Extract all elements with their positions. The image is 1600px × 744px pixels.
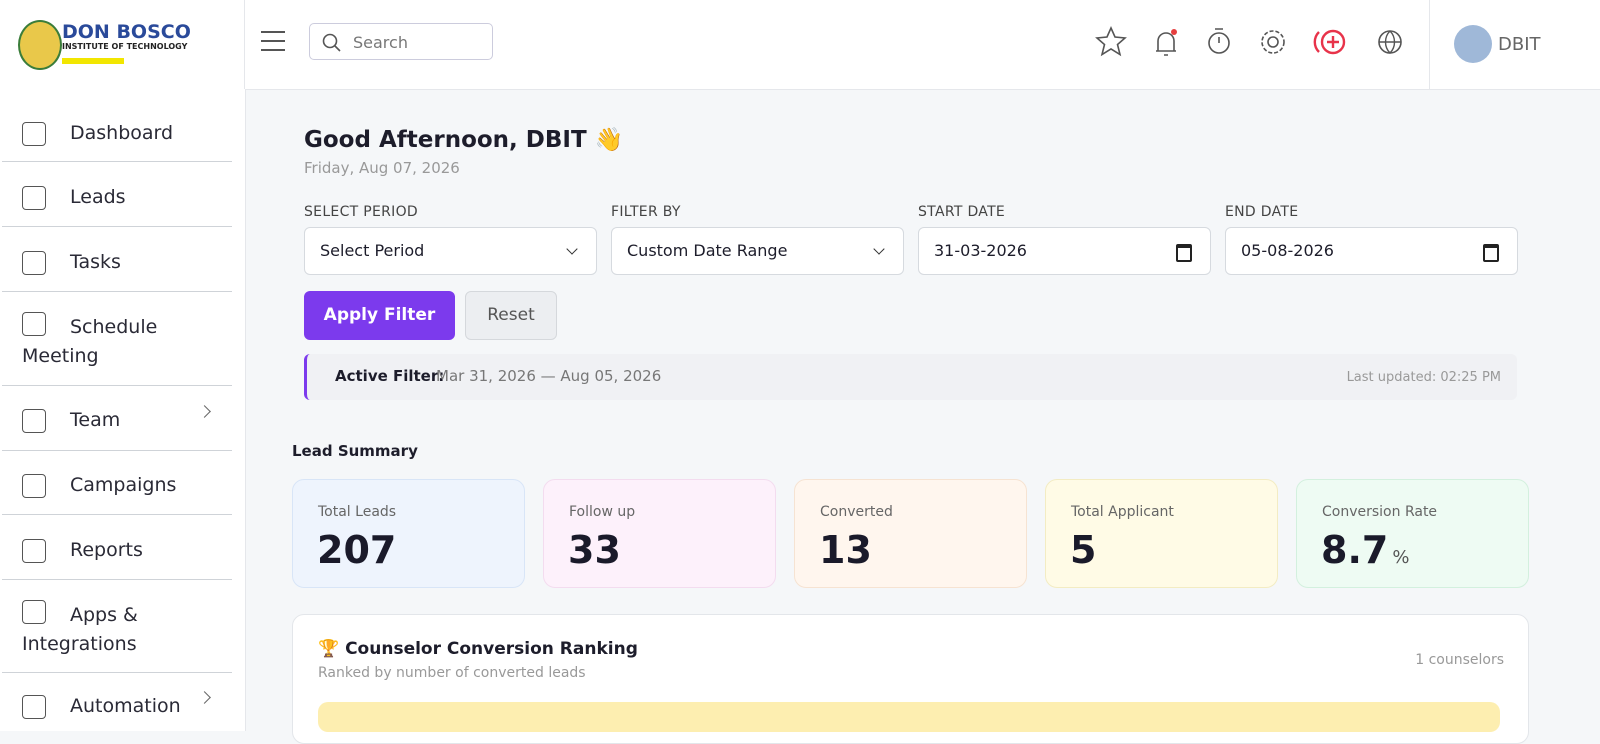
card-label: Follow up [569,504,636,520]
nav-item[interactable]: Team [70,409,121,431]
nav-separator [2,385,232,386]
active-filter-bar: Active Filter: Mar 31, 2026 — Aug 05, 20… [304,354,1517,400]
search-box[interactable]: Search [309,23,493,60]
search-icon [322,33,341,52]
greeting-title: Good Afternoon, DBIT 👋 [304,127,624,153]
nav-item[interactable]: Leads [70,186,126,208]
filter-label: END DATE [1225,204,1299,220]
card-label: Converted [820,504,893,520]
user-name[interactable]: DBIT [1498,34,1541,55]
nav-icon [22,312,46,336]
card-value: 8.7% [1321,528,1409,572]
card-label: Total Applicant [1071,504,1174,520]
nav-item[interactable]: Schedule Meeting [22,316,158,367]
nav-separator [2,450,232,451]
filter-value: Custom Date Range [627,241,788,260]
nav-separator [2,579,232,580]
filter-value: 05-08-2026 [1241,241,1334,260]
nav-item[interactable]: Automation [70,695,181,717]
active-filter-range: Mar 31, 2026 — Aug 05, 2026 [436,367,662,385]
ranking-count: 1 counselors [1415,652,1504,668]
nav-separator [2,291,232,292]
nav-icon [22,409,46,433]
search-placeholder: Search [353,33,408,52]
filter-label: START DATE [918,204,1006,220]
nav-separator [2,226,232,227]
filter-label: SELECT PERIOD [304,204,418,220]
dropdown-arrow [566,243,578,255]
active-filter-label: Active Filter: [335,367,445,385]
header-icons[interactable] [1095,25,1405,59]
ranking-subtitle: Ranked by number of converted leads [318,665,586,681]
filter-value: Select Period [320,241,425,260]
card-number: 5 [1070,528,1097,572]
nav-icon [22,251,46,275]
filter-input[interactable]: 05-08-2026 [1225,227,1518,275]
filter-input[interactable]: Select Period [304,227,597,275]
filter-input[interactable]: Custom Date Range [611,227,904,275]
ranking-panel: 🏆 Counselor Conversion Ranking Ranked by… [292,614,1529,744]
summary-card: Total Leads 207 [292,479,525,588]
summary-card: Follow up 33 [543,479,776,588]
nav-icon [22,122,46,146]
nav-icon [22,186,46,210]
divider [1429,0,1430,89]
nav-separator [2,672,232,673]
card-value: 13 [819,528,872,572]
card-unit: % [1392,547,1410,568]
logo-strip [62,58,124,64]
reset-button[interactable]: Reset [465,291,557,340]
top-bar: DON BOSCO INSTITUTE OF TECHNOLOGY Search… [0,0,1600,90]
filter-label: FILTER BY [611,204,681,220]
dropdown-arrow [873,243,885,255]
ranking-title: 🏆 Counselor Conversion Ranking [318,639,638,659]
calendar-icon [1483,244,1499,262]
card-value: 207 [317,528,396,572]
filter-input[interactable]: 31-03-2026 [918,227,1211,275]
menu-button[interactable] [260,30,286,52]
logo-title: DON BOSCO [62,21,191,43]
summary-title: Lead Summary [292,442,418,460]
nav-icon [22,600,46,624]
filter-value: 31-03-2026 [934,241,1027,260]
card-value: 33 [568,528,621,572]
nav-item[interactable]: Reports [70,539,143,561]
summary-card: Total Applicant 5 [1045,479,1278,588]
nav-icon [22,539,46,563]
apply-button[interactable]: Apply Filter [304,291,455,340]
greeting-date: Friday, Aug 07, 2026 [304,159,460,177]
sidebar: Dashboard Leads Tasks Schedule Meeting Team C… [0,89,246,731]
card-number: 13 [819,528,872,572]
logo-subtitle: INSTITUTE OF TECHNOLOGY [62,42,188,51]
nav-item[interactable]: Dashboard [70,122,174,144]
nav-separator [2,161,232,162]
nav-item[interactable]: Apps & Integrations [22,604,138,655]
card-number: 207 [317,528,397,572]
ranking-row [318,702,1500,732]
logo-emblem [18,20,62,70]
last-updated: Last updated: 02:25 PM [1346,370,1501,385]
card-label: Conversion Rate [1322,504,1438,520]
nav-icon [22,695,46,719]
card-number: 8.7 [1321,528,1389,572]
summary-card: Conversion Rate 8.7% [1296,479,1529,588]
nav-icon [22,474,46,498]
card-label: Total Leads [318,504,397,520]
nav-separator [2,514,232,515]
divider [244,0,245,89]
calendar-icon [1176,244,1192,262]
card-value: 5 [1070,528,1096,572]
avatar[interactable] [1454,25,1492,63]
card-number: 33 [568,528,621,572]
nav-item[interactable]: Campaigns [70,474,177,496]
summary-card: Converted 13 [794,479,1027,588]
nav-item[interactable]: Tasks [70,251,121,273]
